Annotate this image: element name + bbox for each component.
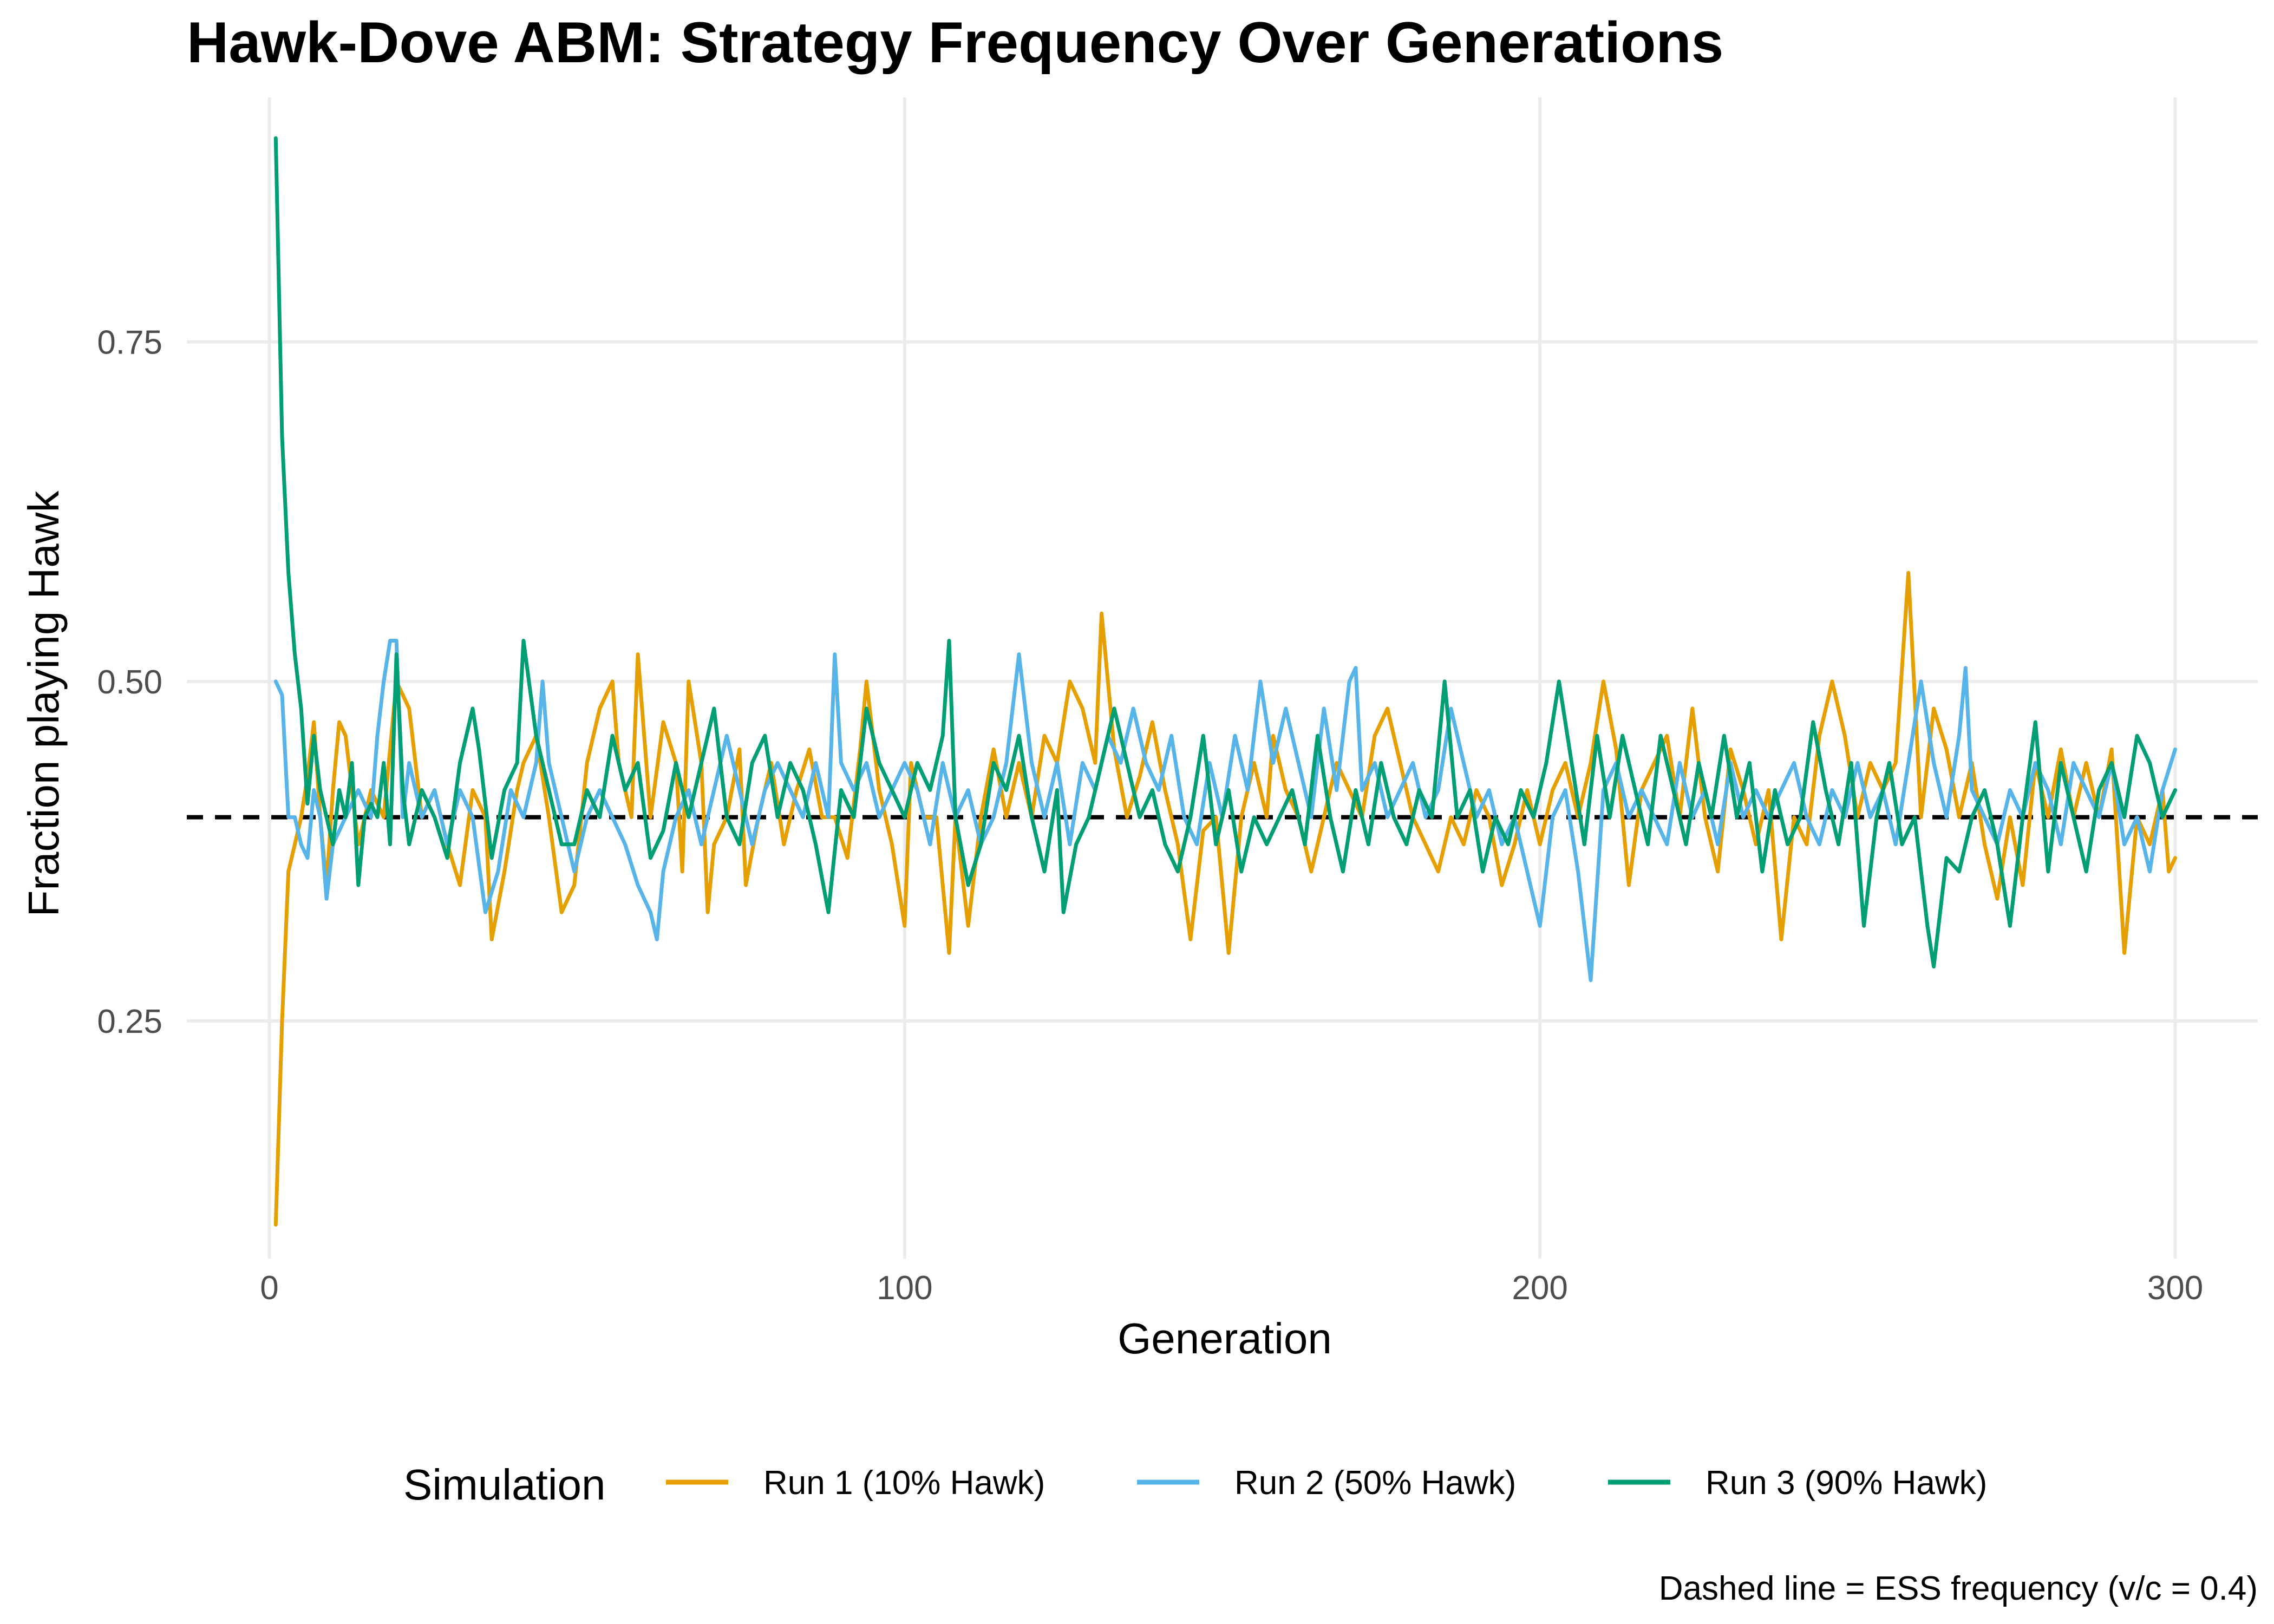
series-line-run-3 [273, 136, 2177, 969]
x-tick-label: 100 [877, 1269, 932, 1307]
x-axis-ticks: 0 100 200 300 [260, 1269, 2203, 1307]
legend-label-run-2: Run 2 (50% Hawk) [1234, 1464, 1516, 1502]
y-tick-label: 0.50 [97, 664, 162, 701]
y-tick-label: 0.25 [97, 1003, 162, 1040]
x-tick-label: 300 [2147, 1269, 2203, 1307]
series-line-run-1 [273, 571, 2177, 1227]
legend-label-run-1: Run 1 (10% Hawk) [763, 1464, 1045, 1502]
x-axis-title: Generation [1118, 1314, 1332, 1363]
x-tick-label: 0 [260, 1269, 278, 1307]
legend-title: Simulation [403, 1461, 606, 1509]
y-axis-title: Fraction playing Hawk [19, 490, 68, 917]
caption: Dashed line = ESS frequency (v/c = 0.4) [1659, 1570, 2258, 1607]
chart-title: Hawk-Dove ABM: Strategy Frequency Over G… [187, 10, 1723, 75]
y-tick-label: 0.75 [97, 324, 162, 362]
series-line-run-2 [273, 639, 2177, 983]
legend-label-run-3: Run 3 (90% Hawk) [1706, 1464, 1987, 1502]
legend: Simulation Run 1 (10% Hawk) Run 2 (50% Ha… [403, 1461, 1987, 1509]
y-axis-ticks: 0.25 0.50 0.75 [97, 324, 162, 1040]
grid-lines [187, 97, 2258, 1259]
x-tick-label: 200 [1512, 1269, 1567, 1307]
series-lines [273, 136, 2177, 1227]
